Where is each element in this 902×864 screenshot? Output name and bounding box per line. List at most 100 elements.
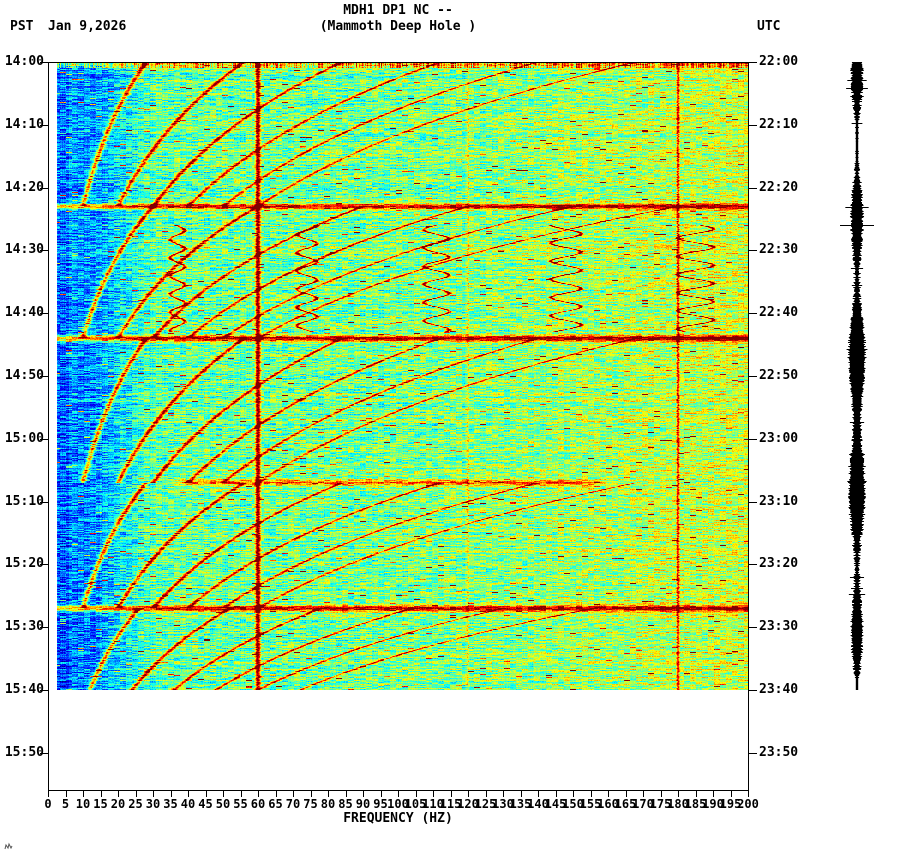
freq-tick-mark	[48, 791, 49, 797]
freq-tick-mark	[345, 791, 347, 797]
freq-tick-label: 80	[320, 797, 336, 811]
freq-tick-label: 75	[303, 797, 318, 811]
left-time-label: 14:00	[4, 54, 44, 69]
freq-tick-label: 170	[632, 797, 654, 811]
left-time-label: 15:00	[4, 430, 44, 446]
freq-tick-label: 70	[285, 797, 301, 811]
freq-tick-label: 120	[457, 797, 479, 811]
left-time-label: 14:50	[4, 368, 44, 383]
freq-tick-label: 125	[474, 797, 497, 811]
freq-tick-mark	[240, 791, 242, 797]
freq-tick-label: 145	[544, 797, 567, 811]
freq-tick-label: 65	[268, 797, 283, 811]
freq-tick-label: 25	[128, 797, 143, 811]
freq-tick-mark	[450, 791, 452, 797]
freq-tick-mark	[170, 791, 172, 797]
freq-tick-mark	[153, 791, 154, 797]
freq-tick-label: 35	[163, 797, 178, 811]
right-tick-mark	[749, 187, 757, 189]
freq-tick-mark	[468, 791, 469, 797]
freq-tick-mark	[363, 791, 364, 797]
timezone-right-label: UTC	[757, 19, 781, 34]
freq-tick-label: 135	[509, 797, 532, 811]
freq-tick-label: 200	[737, 797, 759, 811]
freq-tick-label: 140	[527, 797, 549, 811]
freq-tick-mark	[118, 791, 119, 797]
freq-tick-mark	[695, 791, 697, 797]
left-tick-mark	[40, 752, 48, 754]
left-tick-mark	[40, 501, 48, 503]
right-tick-mark	[749, 313, 757, 315]
right-tick-mark	[749, 690, 757, 691]
freq-tick-label: 40	[180, 797, 196, 811]
right-tick-mark	[749, 627, 757, 629]
freq-tick-label: 100	[387, 797, 409, 811]
freq-tick-mark	[713, 791, 714, 797]
page-title: MDH1 DP1 NC --	[343, 3, 453, 18]
left-time-label: 14:30	[4, 242, 44, 258]
freq-tick-label: 20	[110, 797, 126, 811]
right-tick-mark	[749, 250, 757, 252]
freq-tick-label: 180	[667, 797, 689, 811]
left-time-label: 15:30	[4, 619, 44, 635]
freq-tick-mark	[65, 791, 67, 797]
corner-artifact-mark	[4, 842, 13, 850]
freq-tick-mark	[380, 791, 382, 797]
freq-tick-mark	[590, 791, 592, 797]
left-tick-mark	[40, 438, 48, 440]
left-time-label: 14:40	[4, 305, 44, 321]
right-tick-mark	[749, 124, 757, 126]
right-time-label: 22:00	[759, 54, 799, 69]
left-tick-mark	[40, 690, 48, 691]
freq-tick-mark	[100, 791, 102, 797]
freq-tick-mark	[660, 791, 662, 797]
freq-tick-label: 0	[44, 797, 52, 811]
freq-tick-mark	[223, 791, 224, 797]
left-tick-mark	[40, 124, 48, 126]
freq-tick-mark	[643, 791, 644, 797]
freq-tick-label: 175	[649, 797, 672, 811]
freq-tick-label: 130	[492, 797, 514, 811]
freq-tick-mark	[730, 791, 732, 797]
right-time-label: 23:50	[759, 744, 799, 760]
freq-tick-label: 95	[373, 797, 388, 811]
left-tick-mark	[40, 187, 48, 189]
right-tick-mark	[749, 501, 757, 503]
freq-tick-label: 30	[145, 797, 161, 811]
left-time-label: 15:40	[4, 682, 44, 697]
freq-tick-label: 110	[422, 797, 444, 811]
right-time-label: 22:10	[759, 116, 799, 132]
left-time-label: 15:10	[4, 493, 44, 509]
right-time-label: 23:10	[759, 493, 799, 509]
right-tick-mark	[749, 564, 757, 566]
frequency-axis-label: FREQUENCY (HZ)	[343, 811, 453, 826]
freq-tick-mark	[205, 791, 207, 797]
freq-tick-label: 45	[198, 797, 213, 811]
freq-tick-mark	[328, 791, 329, 797]
freq-tick-mark	[625, 791, 627, 797]
left-time-label: 15:20	[4, 556, 44, 572]
right-time-label: 23:20	[759, 556, 799, 572]
date-label: Jan 9,2026	[48, 19, 127, 34]
freq-tick-label: 15	[93, 797, 108, 811]
freq-tick-label: 50	[215, 797, 231, 811]
freq-tick-mark	[83, 791, 84, 797]
left-time-label: 14:20	[4, 179, 44, 195]
right-time-label: 22:40	[759, 305, 799, 321]
freq-tick-label: 105	[404, 797, 427, 811]
freq-tick-label: 5	[61, 797, 70, 811]
right-tick-mark	[749, 752, 757, 754]
left-tick-mark	[40, 564, 48, 566]
freq-tick-mark	[608, 791, 609, 797]
freq-tick-mark	[275, 791, 277, 797]
timezone-left-label: PST	[10, 19, 34, 34]
freq-tick-mark	[748, 791, 749, 797]
left-tick-mark	[40, 62, 48, 63]
right-tick-mark	[749, 62, 757, 63]
right-time-label: 23:30	[759, 619, 799, 635]
right-time-label: 22:20	[759, 179, 799, 195]
freq-tick-mark	[398, 791, 399, 797]
left-time-label: 14:10	[4, 116, 44, 132]
freq-tick-label: 155	[579, 797, 602, 811]
